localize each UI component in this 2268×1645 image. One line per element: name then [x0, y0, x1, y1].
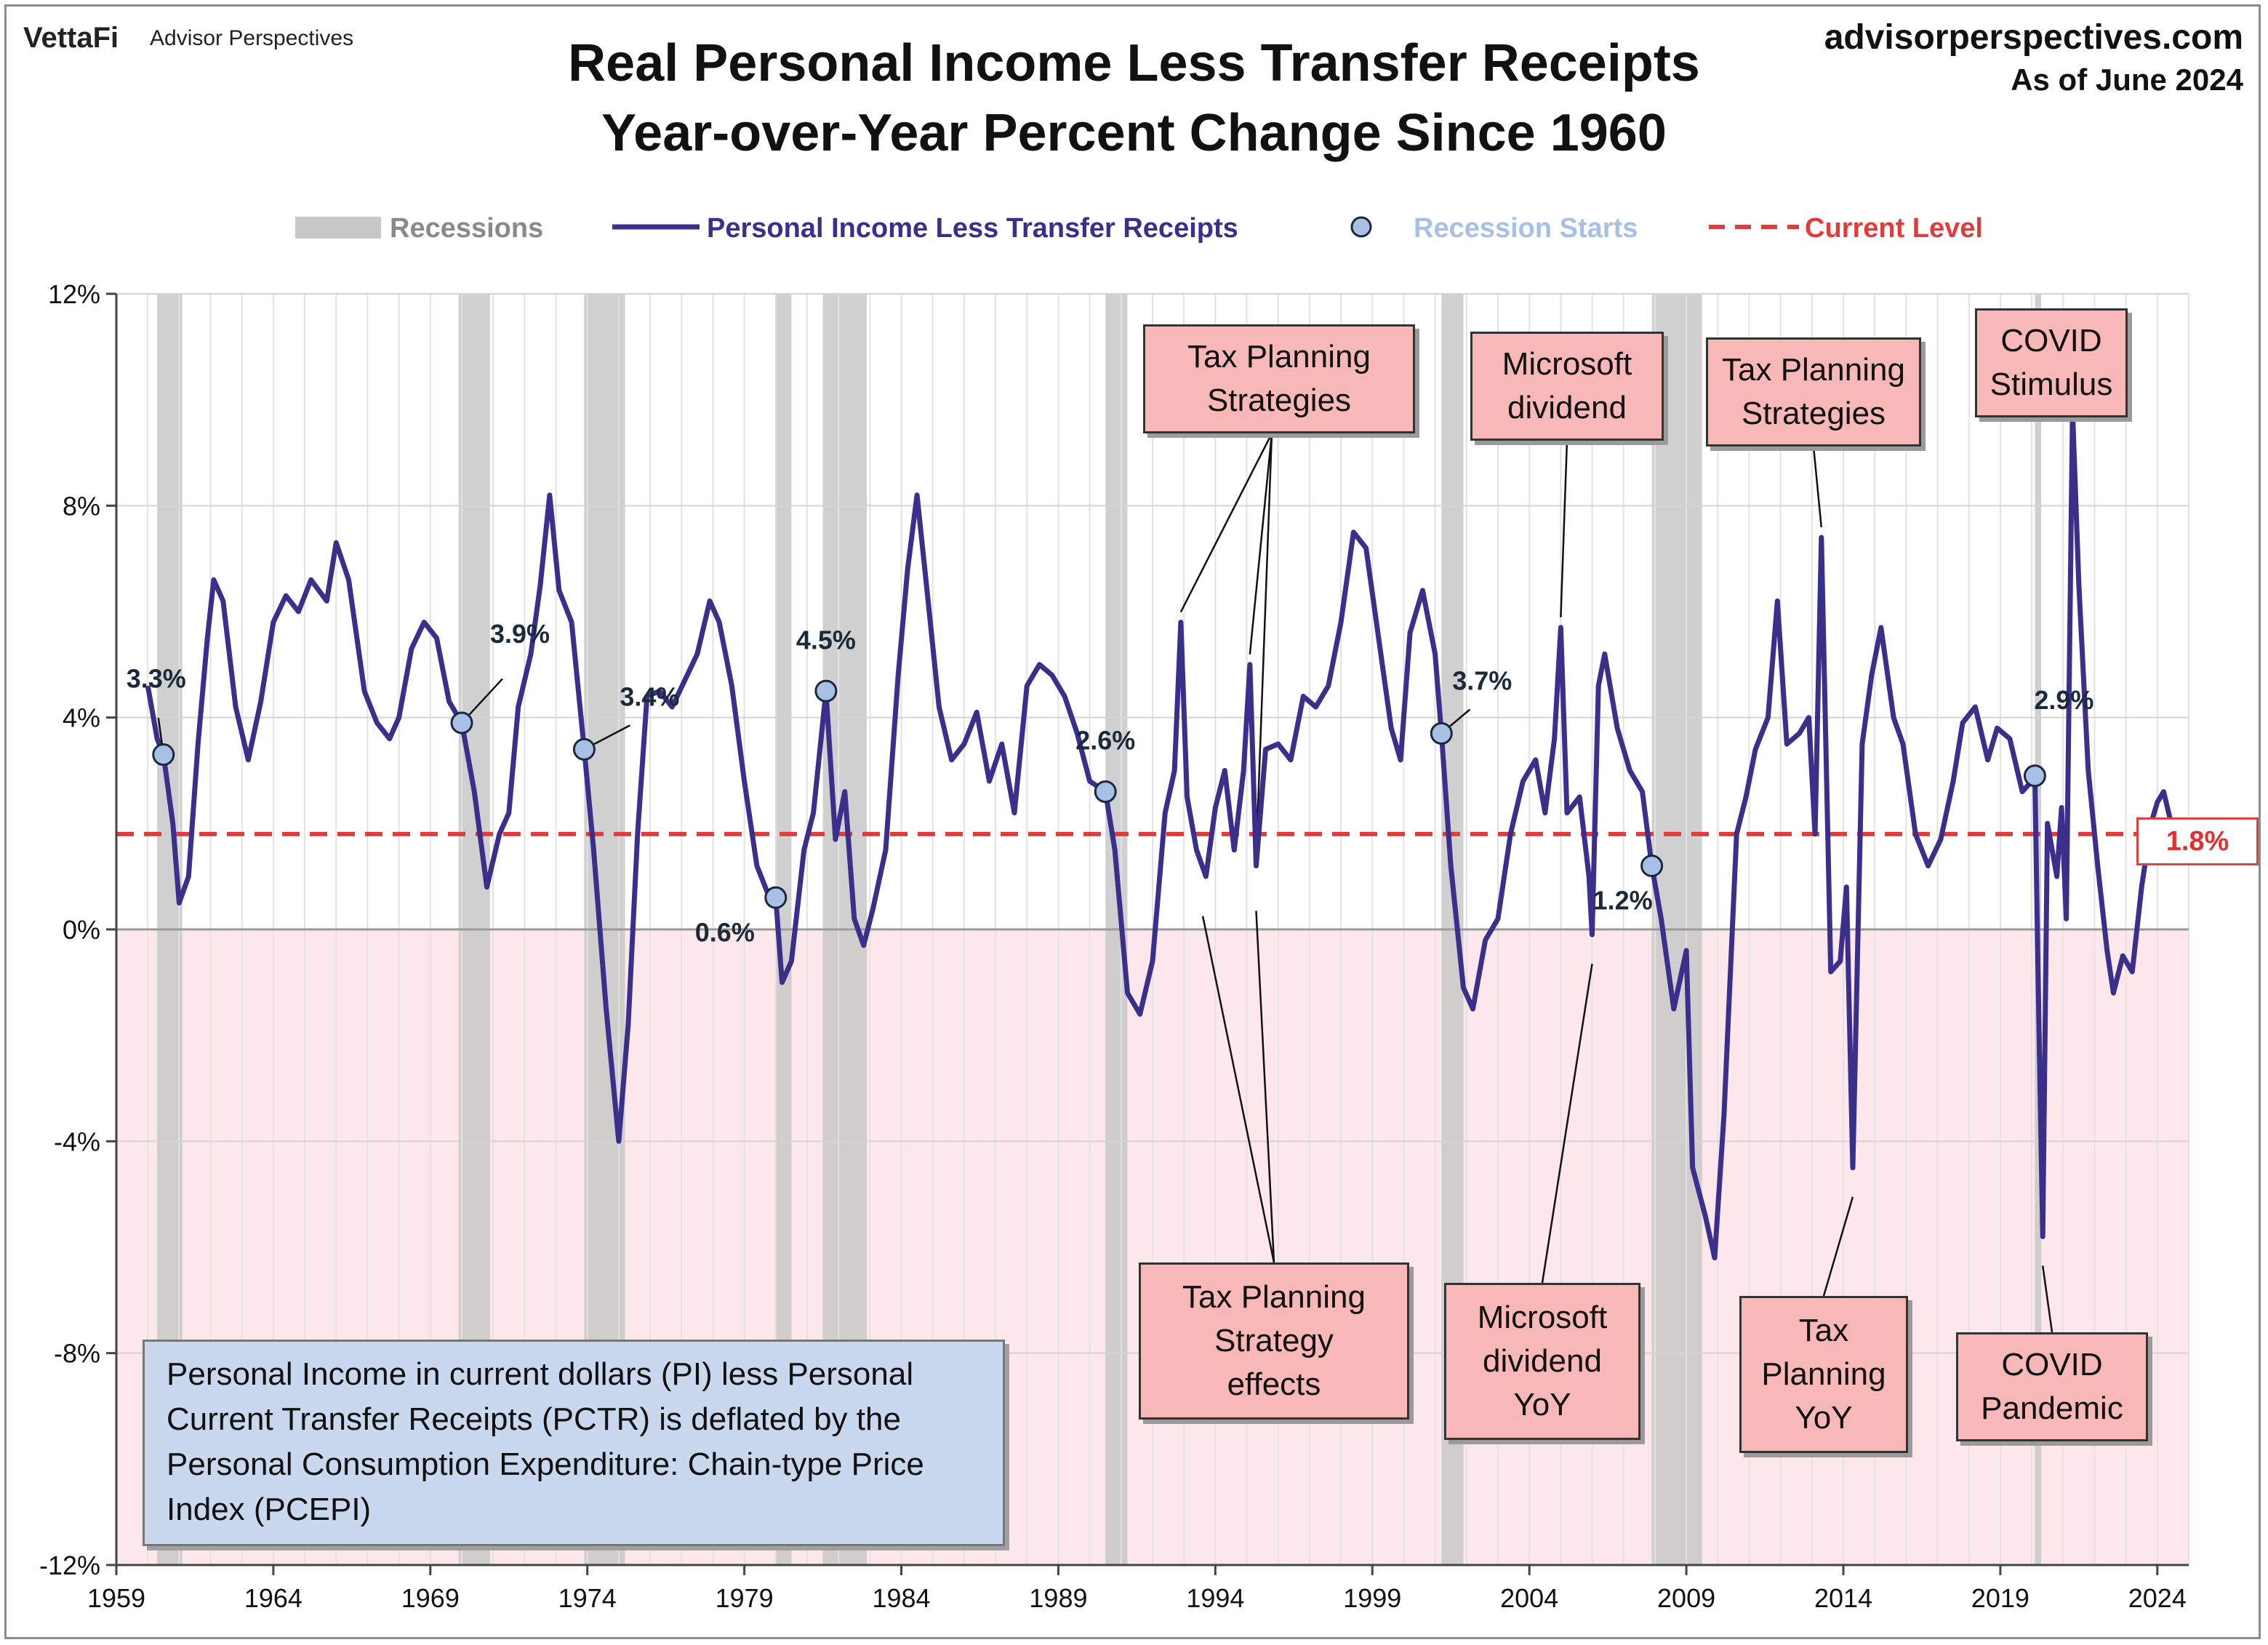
- series-line: [145, 407, 2176, 1261]
- legend-recessions-label: Recessions: [390, 213, 543, 244]
- x-tick-label: 1959: [87, 1583, 145, 1613]
- x-tick-label: 1999: [1343, 1583, 1401, 1613]
- axes: 12% 8% 4% 0% -4% -8% -12%1959 1964 1969 1974 1979 1…: [39, 279, 2189, 1613]
- y-tick-label: -12%: [39, 1550, 100, 1580]
- methodology-note: Personal Income in current dollars (PI) …: [143, 1340, 1005, 1546]
- recession-start-label: 3.9%: [490, 619, 550, 649]
- annotation-leader-line: [1560, 440, 1568, 617]
- x-tick-label: 2019: [1971, 1583, 2029, 1613]
- legend-current-label: Current Level: [1805, 213, 1983, 244]
- recession-start-label: 3.7%: [1452, 666, 1512, 696]
- y-tick-label: 0%: [63, 915, 100, 945]
- annotation-leader-line: [1255, 910, 1275, 1263]
- annotation-microsoft-dividend: Microsoft dividend: [1470, 332, 1664, 441]
- recession-start-marker: [572, 737, 596, 761]
- recession-start-label: 2.9%: [2034, 685, 2093, 715]
- annotation-tax-planning-strategies-1: Tax Planning Strategies: [1143, 324, 1415, 433]
- annotation-covid-stimulus: COVID Stimulus: [1975, 308, 2128, 417]
- brand-subtitle: Advisor Perspectives: [150, 26, 354, 50]
- x-tick-label: 2004: [1500, 1583, 1558, 1613]
- as-of-date: As of June 2024: [2011, 63, 2243, 97]
- annotation-leader-line: [1249, 433, 1273, 655]
- legend-series-label: Personal Income Less Transfer Receipts: [707, 213, 1238, 244]
- annotation-leader-line: [2041, 1265, 2053, 1333]
- annotation-leader-line: [1812, 446, 1823, 528]
- chart-title-line2: Year-over-Year Percent Change Since 1960: [601, 104, 1667, 162]
- y-tick-label: 4%: [63, 703, 100, 733]
- recession-start-markers: 3.3% 3.9% 3.4% 0.6% 4.5% 2.6% 3.7% 1.2% 2.9%: [127, 619, 2094, 947]
- recession-start-label: 3.3%: [127, 664, 186, 694]
- x-tick-label: 1974: [558, 1583, 617, 1613]
- x-tick-label: 1984: [872, 1583, 930, 1613]
- brand-logo: VettaFi: [23, 22, 119, 54]
- annotation-covid-pandemic: COVID Pandemic: [1956, 1332, 2148, 1441]
- recession-start-marker: [450, 711, 473, 735]
- annotation-tax-planning-strategies-2: Tax Planning Strategies: [1706, 337, 1921, 447]
- y-tick-label: 12%: [48, 279, 100, 309]
- recession-start-label: 3.4%: [620, 681, 679, 711]
- x-tick-label: 1989: [1029, 1583, 1087, 1613]
- x-tick-label: 1964: [244, 1583, 302, 1613]
- legend-recessions-swatch: [295, 217, 381, 239]
- y-tick-label: 8%: [63, 491, 100, 521]
- recession-start-marker: [1094, 780, 1117, 804]
- legend-starts-swatch: [1350, 216, 1372, 238]
- current-level-tag: 1.8%: [2136, 817, 2259, 865]
- annotation-leader-line: [1179, 433, 1273, 613]
- annotation-microsoft-dividend-yoy: Microsoft dividend YoY: [1444, 1283, 1640, 1440]
- recession-start-label: 4.5%: [796, 625, 856, 655]
- x-tick-label: 1969: [401, 1583, 460, 1613]
- annotation-leader-line: [1201, 916, 1275, 1263]
- annotation-tax-planning-strategy-effects: Tax Planning Strategy effects: [1139, 1262, 1409, 1420]
- legend-starts-label: Recession Starts: [1414, 213, 1638, 244]
- x-tick-label: 1979: [716, 1583, 774, 1613]
- chart-title-line1: Real Personal Income Less Transfer Recei…: [568, 34, 1700, 92]
- recession-start-marker: [152, 743, 175, 767]
- recession-start-marker: [2023, 764, 2046, 788]
- annotation-leader-line: [1541, 964, 1593, 1284]
- recession-start-marker: [1640, 854, 1664, 878]
- x-tick-label: 2009: [1657, 1583, 1715, 1613]
- series-path: [145, 407, 2176, 1261]
- annotation-tax-planning-yoy: Tax Planning YoY: [1739, 1296, 1908, 1453]
- recession-start-label: 2.6%: [1075, 726, 1135, 756]
- annotation-leader-line: [1822, 1196, 1854, 1297]
- annotation-leader-line: [1255, 433, 1273, 856]
- recession-start-marker: [814, 679, 838, 703]
- x-tick-label: 1994: [1186, 1583, 1244, 1613]
- recession-start-label: 0.6%: [695, 917, 755, 947]
- x-tick-label: 2014: [1814, 1583, 1872, 1613]
- y-tick-label: -8%: [54, 1339, 100, 1369]
- site-url: advisorperspectives.com: [1824, 18, 2243, 57]
- x-tick-label: 2024: [2128, 1583, 2187, 1613]
- recession-start-marker: [1430, 722, 1453, 745]
- y-tick-label: -4%: [54, 1126, 100, 1156]
- recession-start-label: 1.2%: [1593, 886, 1653, 916]
- recession-start-marker: [764, 886, 788, 909]
